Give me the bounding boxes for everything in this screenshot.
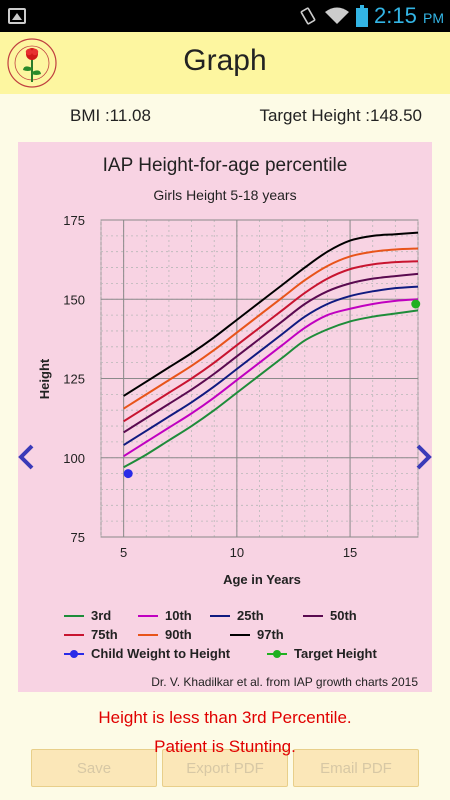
app-header: Graph bbox=[0, 32, 450, 94]
series-line-25th bbox=[123, 285, 419, 446]
chart-legend: 3rd 10th 25th 50th 75th 90th 97th Child Weight … bbox=[64, 608, 377, 661]
y-tick-label: 75 bbox=[71, 530, 85, 545]
previous-chart-arrow-icon[interactable] bbox=[16, 443, 36, 471]
chart-ticks: 5 10 15 75 100 125 150 175 bbox=[63, 213, 357, 560]
chart-markers bbox=[123, 299, 421, 479]
chart-grid bbox=[100, 219, 419, 538]
next-chart-arrow-icon[interactable] bbox=[414, 443, 434, 471]
email-pdf-button[interactable]: Email PDF bbox=[293, 749, 419, 787]
y-tick-label: 150 bbox=[63, 292, 85, 307]
legend-item-90th: 90th bbox=[138, 627, 192, 642]
bmi-value: BMI :11.08 bbox=[70, 106, 151, 125]
y-tick-label: 100 bbox=[63, 451, 85, 466]
growth-chart: IAP Height-for-age percentile Girls Heig… bbox=[18, 142, 432, 692]
legend-item-97th: 97th bbox=[230, 627, 284, 642]
legend-marker-dot bbox=[70, 650, 78, 658]
legend-label: 25th bbox=[237, 608, 264, 623]
legend-item-25th: 25th bbox=[210, 608, 264, 623]
chart-subtitle: Girls Height 5-18 years bbox=[153, 187, 296, 203]
legend-item-75th: 75th bbox=[64, 627, 118, 642]
legend-item-marker-1: Target Height bbox=[267, 646, 377, 661]
target-height-value: Target Height :148.50 bbox=[259, 106, 422, 125]
series-line-50th bbox=[123, 272, 419, 434]
y-tick-label: 125 bbox=[63, 372, 85, 387]
legend-label: Child Weight to Height bbox=[91, 646, 231, 661]
x-tick-label: 10 bbox=[230, 545, 244, 560]
legend-label: Target Height bbox=[294, 646, 377, 661]
chart-attribution: Dr. V. Khadilkar et al. from IAP growth … bbox=[151, 675, 418, 689]
series-line-10th bbox=[123, 298, 419, 458]
clock: 2:15 PM bbox=[374, 3, 444, 28]
legend-label: 97th bbox=[257, 627, 284, 642]
battery-icon bbox=[356, 5, 369, 27]
status-icons: 2:15 PM bbox=[298, 0, 444, 32]
series-line-90th bbox=[123, 247, 419, 410]
x-tick-label: 15 bbox=[343, 545, 357, 560]
stunting-warning-line-2: Patient is Stunting. bbox=[154, 737, 296, 756]
target-height-marker bbox=[411, 299, 421, 309]
export-pdf-button[interactable]: Export PDF bbox=[162, 749, 288, 787]
legend-marker-dot bbox=[273, 650, 281, 658]
wifi-icon bbox=[325, 7, 350, 24]
series-line-3rd bbox=[123, 309, 419, 469]
page-title: Graph bbox=[183, 44, 267, 77]
legend-item-marker-0: Child Weight to Height bbox=[64, 646, 231, 661]
legend-label: 3rd bbox=[91, 608, 111, 623]
iap-logo-icon bbox=[7, 38, 57, 88]
legend-item-3rd: 3rd bbox=[64, 608, 111, 623]
info-row: BMI :11.08 Target Height :148.50 bbox=[0, 106, 450, 130]
vibrate-icon bbox=[300, 7, 316, 25]
x-tick-label: 5 bbox=[120, 545, 127, 560]
chart-series bbox=[123, 231, 419, 469]
legend-label: 90th bbox=[165, 627, 192, 642]
stunting-warning-line-1: Height is less than 3rd Percentile. bbox=[98, 708, 352, 727]
series-line-75th bbox=[123, 260, 419, 423]
save-button[interactable]: Save bbox=[31, 749, 157, 787]
legend-label: 75th bbox=[91, 627, 118, 642]
status-bar: 2:15 PM bbox=[0, 0, 450, 32]
y-tick-label: 175 bbox=[63, 213, 85, 228]
child-height-marker bbox=[123, 469, 133, 479]
x-axis-label: Age in Years bbox=[223, 572, 301, 587]
series-line-97th bbox=[123, 231, 419, 397]
chart-title: IAP Height-for-age percentile bbox=[103, 155, 348, 176]
legend-label: 10th bbox=[165, 608, 192, 623]
legend-item-10th: 10th bbox=[138, 608, 192, 623]
action-buttons: Save Export PDF Email PDF bbox=[0, 735, 450, 800]
legend-label: 50th bbox=[330, 608, 357, 623]
growth-chart-svg: IAP Height-for-age percentile Girls Heig… bbox=[37, 155, 421, 689]
image-notification-icon bbox=[8, 8, 26, 24]
legend-item-50th: 50th bbox=[303, 608, 357, 623]
y-axis-label: Height bbox=[37, 358, 52, 399]
